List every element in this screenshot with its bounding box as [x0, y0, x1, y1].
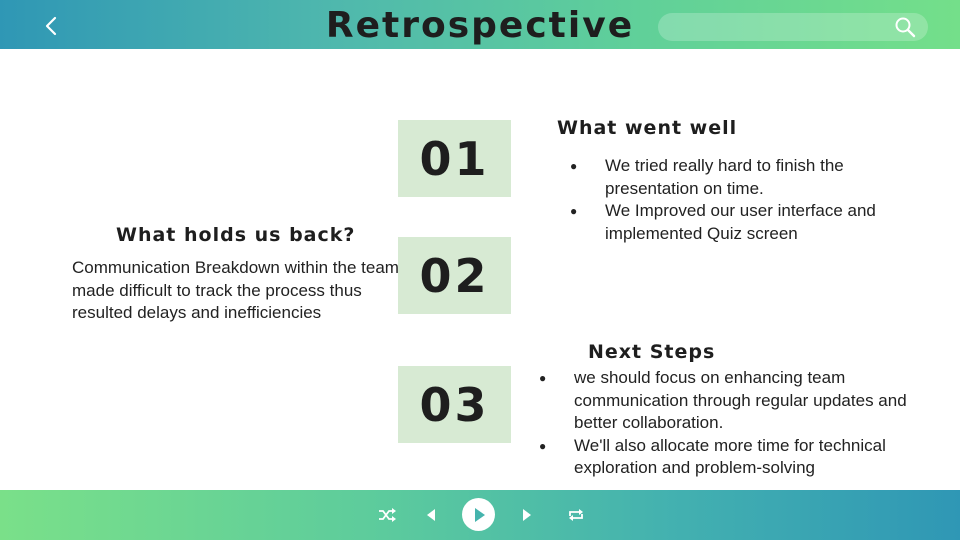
repeat-button[interactable] — [564, 490, 588, 540]
previous-button[interactable] — [420, 490, 442, 540]
next-button[interactable] — [516, 490, 538, 540]
back-button[interactable] — [38, 12, 64, 40]
shuffle-button[interactable] — [374, 490, 400, 540]
went-well-heading: What went well — [557, 117, 738, 139]
page-title: Retrospective — [325, 5, 635, 46]
next-steps-list: we should focus on enhancing team commun… — [539, 367, 944, 480]
number-box-03: 03 — [398, 366, 511, 443]
next-steps-heading: Next Steps — [588, 341, 716, 363]
number-box-02: 02 — [398, 237, 511, 314]
list-item: We'll also allocate more time for techni… — [539, 435, 944, 480]
went-well-list: We tried really hard to finish the prese… — [570, 155, 915, 245]
top-bar: Retrospective — [0, 0, 960, 49]
next-icon — [523, 509, 531, 521]
list-item: We Improved our user interface and imple… — [570, 200, 915, 245]
search-icon[interactable] — [894, 16, 916, 38]
holds-back-text: Communication Breakdown within the team … — [72, 258, 399, 322]
search-input[interactable] — [670, 17, 889, 39]
list-item: We tried really hard to finish the prese… — [570, 155, 915, 200]
previous-icon — [427, 509, 435, 521]
player-bar — [0, 490, 960, 540]
play-icon — [474, 507, 485, 522]
repeat-icon — [569, 509, 583, 521]
search-bar[interactable] — [658, 13, 928, 41]
chevron-left-icon — [45, 16, 57, 36]
holds-back-heading: What holds us back? — [116, 224, 356, 246]
number-box-01: 01 — [398, 120, 511, 197]
play-button[interactable] — [462, 498, 495, 531]
list-item: we should focus on enhancing team commun… — [539, 367, 944, 435]
shuffle-icon — [379, 508, 396, 522]
